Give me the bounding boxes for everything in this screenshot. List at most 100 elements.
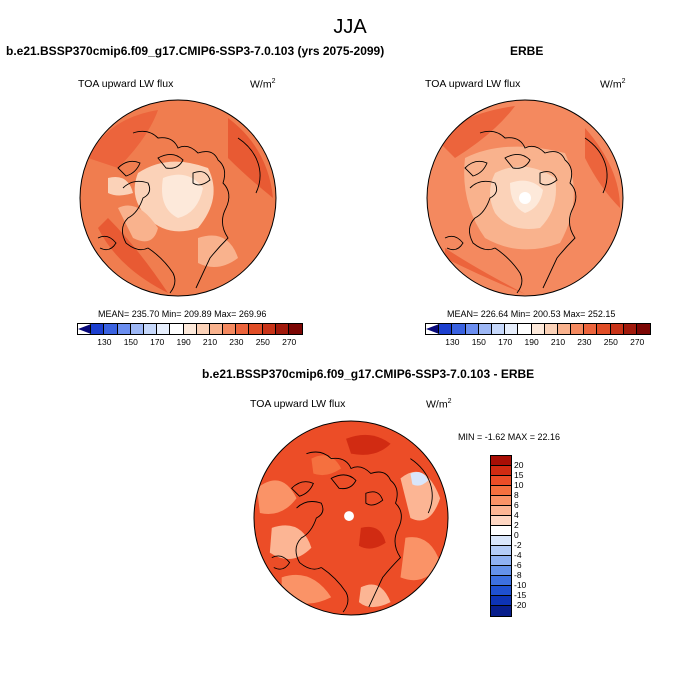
- colorbar-swatch: [426, 324, 440, 334]
- season-title: JJA: [333, 16, 367, 38]
- diff-polar-map: [253, 420, 449, 616]
- obs-variable-label: TOA upward LW flux: [425, 78, 521, 90]
- colorbar-swatch: [196, 324, 210, 334]
- colorbar-tick-label: 130: [445, 337, 460, 347]
- colorbar-tick-label: 270: [630, 337, 645, 347]
- colorbar-swatch: [584, 324, 598, 334]
- colorbar-tick-label: 190: [524, 337, 539, 347]
- colorbar-tick-label: 250: [255, 337, 270, 347]
- colorbar-tick-label: -6: [514, 560, 522, 570]
- colorbar-swatch: [209, 324, 224, 334]
- diff-units-label: W/m2: [426, 398, 452, 411]
- colorbar-tick-label: 10: [514, 480, 524, 490]
- model-colorbar: [77, 323, 304, 335]
- colorbar-swatch: [531, 324, 545, 334]
- colorbar-swatch: [117, 324, 131, 334]
- colorbar-swatch: [491, 576, 511, 586]
- colorbar-swatch: [491, 324, 506, 334]
- colorbar-swatch: [289, 324, 303, 334]
- colorbar-swatch: [262, 324, 276, 334]
- model-units-label: W/m2: [250, 78, 276, 91]
- colorbar-tick-label: 270: [282, 337, 297, 347]
- colorbar-swatch: [491, 606, 511, 616]
- colorbar-swatch: [170, 324, 184, 334]
- obs-colorbar: [425, 323, 652, 335]
- colorbar-tick-label: 210: [202, 337, 218, 347]
- diff-panel-title: b.e21.BSSP370cmip6.f09_g17.CMIP6-SSP3-7.…: [202, 367, 535, 381]
- colorbar-swatch: [249, 324, 263, 334]
- colorbar-swatch: [91, 324, 105, 334]
- colorbar-swatch: [478, 324, 492, 334]
- colorbar-swatch: [637, 324, 651, 334]
- colorbar-tick-label: -4: [514, 550, 522, 560]
- colorbar-swatch: [143, 324, 158, 334]
- colorbar-swatch: [491, 486, 511, 496]
- colorbar-tick-label: 250: [603, 337, 618, 347]
- colorbar-tick-label: 230: [577, 337, 592, 347]
- colorbar-tick-label: -10: [514, 580, 527, 590]
- colorbar-tick-label: -8: [514, 570, 522, 580]
- model-variable-label: TOA upward LW flux: [78, 78, 174, 90]
- colorbar-tick-label: 15: [514, 470, 524, 480]
- colorbar-tick-label: 4: [514, 510, 519, 520]
- colorbar-tick-label: 150: [123, 337, 138, 347]
- colorbar-swatch: [491, 516, 511, 526]
- model-stats: MEAN= 235.70 Min= 209.89 Max= 269.96: [98, 309, 267, 319]
- colorbar-swatch: [491, 476, 511, 486]
- colorbar-tick-label: 210: [550, 337, 566, 347]
- colorbar-swatch: [130, 324, 144, 334]
- diff-stats: MIN = -1.62 MAX = 22.16: [458, 432, 561, 442]
- colorbar-swatch: [491, 496, 511, 506]
- model-polar-map: [79, 99, 277, 297]
- colorbar-swatch: [157, 324, 171, 334]
- colorbar-tick-label: 230: [229, 337, 244, 347]
- colorbar-swatch: [275, 324, 289, 334]
- colorbar-swatch: [183, 324, 197, 334]
- colorbar-tick-label: -20: [514, 600, 527, 610]
- colorbar-tick-label: 8: [514, 490, 519, 500]
- colorbar-swatch: [491, 596, 511, 606]
- colorbar-swatch: [491, 466, 511, 476]
- colorbar-tick-label: -2: [514, 540, 522, 550]
- colorbar-swatch: [491, 506, 511, 516]
- colorbar-swatch: [623, 324, 637, 334]
- colorbar-tick-label: -15: [514, 590, 527, 600]
- colorbar-swatch: [491, 586, 511, 596]
- colorbar-swatch: [491, 536, 511, 546]
- colorbar-tick-label: 150: [471, 337, 486, 347]
- diff-variable-label: TOA upward LW flux: [250, 398, 346, 410]
- model-panel-title: b.e21.BSSP370cmip6.f09_g17.CMIP6-SSP3-7.…: [6, 44, 385, 58]
- colorbar-tick-label: 170: [150, 337, 165, 347]
- colorbar-swatch: [518, 324, 532, 334]
- colorbar-swatch: [491, 556, 511, 566]
- colorbar-swatch: [571, 324, 585, 334]
- colorbar-swatch: [597, 324, 611, 334]
- colorbar-swatch: [223, 324, 237, 334]
- colorbar-swatch: [557, 324, 572, 334]
- colorbar-tick-label: 2: [514, 520, 519, 530]
- colorbar-swatch: [491, 566, 511, 576]
- colorbar-swatch: [78, 324, 92, 334]
- obs-units-label: W/m2: [600, 78, 626, 91]
- colorbar-swatch: [452, 324, 466, 334]
- colorbar-swatch: [465, 324, 479, 334]
- colorbar-tick-label: 20: [514, 460, 524, 470]
- colorbar-swatch: [491, 456, 511, 466]
- obs-polar-map: [426, 99, 624, 297]
- obs-stats: MEAN= 226.64 Min= 200.53 Max= 252.15: [447, 309, 616, 319]
- colorbar-swatch: [491, 526, 511, 536]
- colorbar-swatch: [491, 546, 511, 556]
- colorbar-swatch: [236, 324, 250, 334]
- colorbar-swatch: [505, 324, 519, 334]
- colorbar-swatch: [439, 324, 453, 334]
- colorbar-swatch: [104, 324, 118, 334]
- colorbar-tick-label: 170: [498, 337, 513, 347]
- obs-panel-title: ERBE: [510, 44, 544, 58]
- colorbar-swatch: [610, 324, 624, 334]
- colorbar-tick-label: 130: [97, 337, 112, 347]
- colorbar-tick-label: 0: [514, 530, 519, 540]
- colorbar-tick-label: 6: [514, 500, 519, 510]
- diff-colorbar: [490, 455, 512, 617]
- colorbar-tick-label: 190: [176, 337, 191, 347]
- colorbar-swatch: [544, 324, 558, 334]
